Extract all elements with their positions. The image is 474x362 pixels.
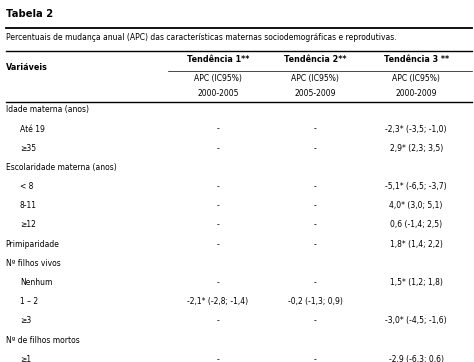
- Text: -: -: [314, 144, 317, 153]
- Text: Nº filhos vivos: Nº filhos vivos: [6, 259, 61, 268]
- Text: -: -: [314, 278, 317, 287]
- Text: Variáveis: Variáveis: [6, 63, 47, 72]
- Text: -: -: [314, 125, 317, 134]
- Text: -2,9 (-6,3; 0,6): -2,9 (-6,3; 0,6): [389, 355, 444, 362]
- Text: Escolaridade materna (anos): Escolaridade materna (anos): [6, 163, 117, 172]
- Text: 1,8* (1,4; 2,2): 1,8* (1,4; 2,2): [390, 240, 443, 249]
- Text: -: -: [217, 220, 219, 230]
- Text: 2,9* (2,3; 3,5): 2,9* (2,3; 3,5): [390, 144, 443, 153]
- Text: APC (IC95%): APC (IC95%): [291, 74, 339, 83]
- Text: -: -: [314, 316, 317, 325]
- Text: APC (IC95%): APC (IC95%): [392, 74, 440, 83]
- Text: -0,2 (-1,3; 0,9): -0,2 (-1,3; 0,9): [288, 297, 343, 306]
- Text: 2000-2009: 2000-2009: [395, 89, 437, 98]
- Text: 1 – 2: 1 – 2: [20, 297, 38, 306]
- Text: ≥3: ≥3: [20, 316, 31, 325]
- Text: -: -: [217, 125, 219, 134]
- Text: -: -: [217, 240, 219, 249]
- Text: Tendência 1**: Tendência 1**: [187, 55, 249, 64]
- Text: 0,6 (-1,4; 2,5): 0,6 (-1,4; 2,5): [390, 220, 442, 230]
- Text: 8-11: 8-11: [20, 201, 37, 210]
- Text: Tendência 2**: Tendência 2**: [284, 55, 346, 64]
- Text: < 8: < 8: [20, 182, 33, 191]
- Text: -: -: [314, 182, 317, 191]
- Text: APC (IC95%): APC (IC95%): [194, 74, 242, 83]
- Text: -: -: [217, 144, 219, 153]
- Text: Nº de filhos mortos: Nº de filhos mortos: [6, 336, 80, 345]
- Text: 2000-2005: 2000-2005: [197, 89, 239, 98]
- Text: ≥12: ≥12: [20, 220, 36, 230]
- Text: -2,3* (-3,5; -1,0): -2,3* (-3,5; -1,0): [385, 125, 447, 134]
- Text: -: -: [314, 355, 317, 362]
- Text: Primiparidade: Primiparidade: [6, 240, 60, 249]
- Text: Até 19: Até 19: [20, 125, 45, 134]
- Text: -: -: [217, 182, 219, 191]
- Text: -: -: [217, 355, 219, 362]
- Text: Tendência 3 **: Tendência 3 **: [383, 55, 449, 64]
- Text: -5,1* (-6,5; -3,7): -5,1* (-6,5; -3,7): [385, 182, 447, 191]
- Text: -: -: [314, 220, 317, 230]
- Text: ≥35: ≥35: [20, 144, 36, 153]
- Text: -3,0* (-4,5; -1,6): -3,0* (-4,5; -1,6): [385, 316, 447, 325]
- Text: 2005-2009: 2005-2009: [294, 89, 336, 98]
- Text: -: -: [217, 278, 219, 287]
- Text: 1,5* (1,2; 1,8): 1,5* (1,2; 1,8): [390, 278, 443, 287]
- Text: -: -: [314, 240, 317, 249]
- Text: 4,0* (3,0; 5,1): 4,0* (3,0; 5,1): [390, 201, 443, 210]
- Text: -: -: [217, 316, 219, 325]
- Text: Idade materna (anos): Idade materna (anos): [6, 105, 89, 114]
- Text: Tabela 2: Tabela 2: [6, 9, 53, 19]
- Text: -2,1* (-2,8; -1,4): -2,1* (-2,8; -1,4): [188, 297, 248, 306]
- Text: Nenhum: Nenhum: [20, 278, 52, 287]
- Text: -: -: [217, 201, 219, 210]
- Text: Percentuais de mudança anual (APC) das características maternas sociodemográfica: Percentuais de mudança anual (APC) das c…: [6, 33, 396, 42]
- Text: ≥1: ≥1: [20, 355, 31, 362]
- Text: -: -: [314, 201, 317, 210]
